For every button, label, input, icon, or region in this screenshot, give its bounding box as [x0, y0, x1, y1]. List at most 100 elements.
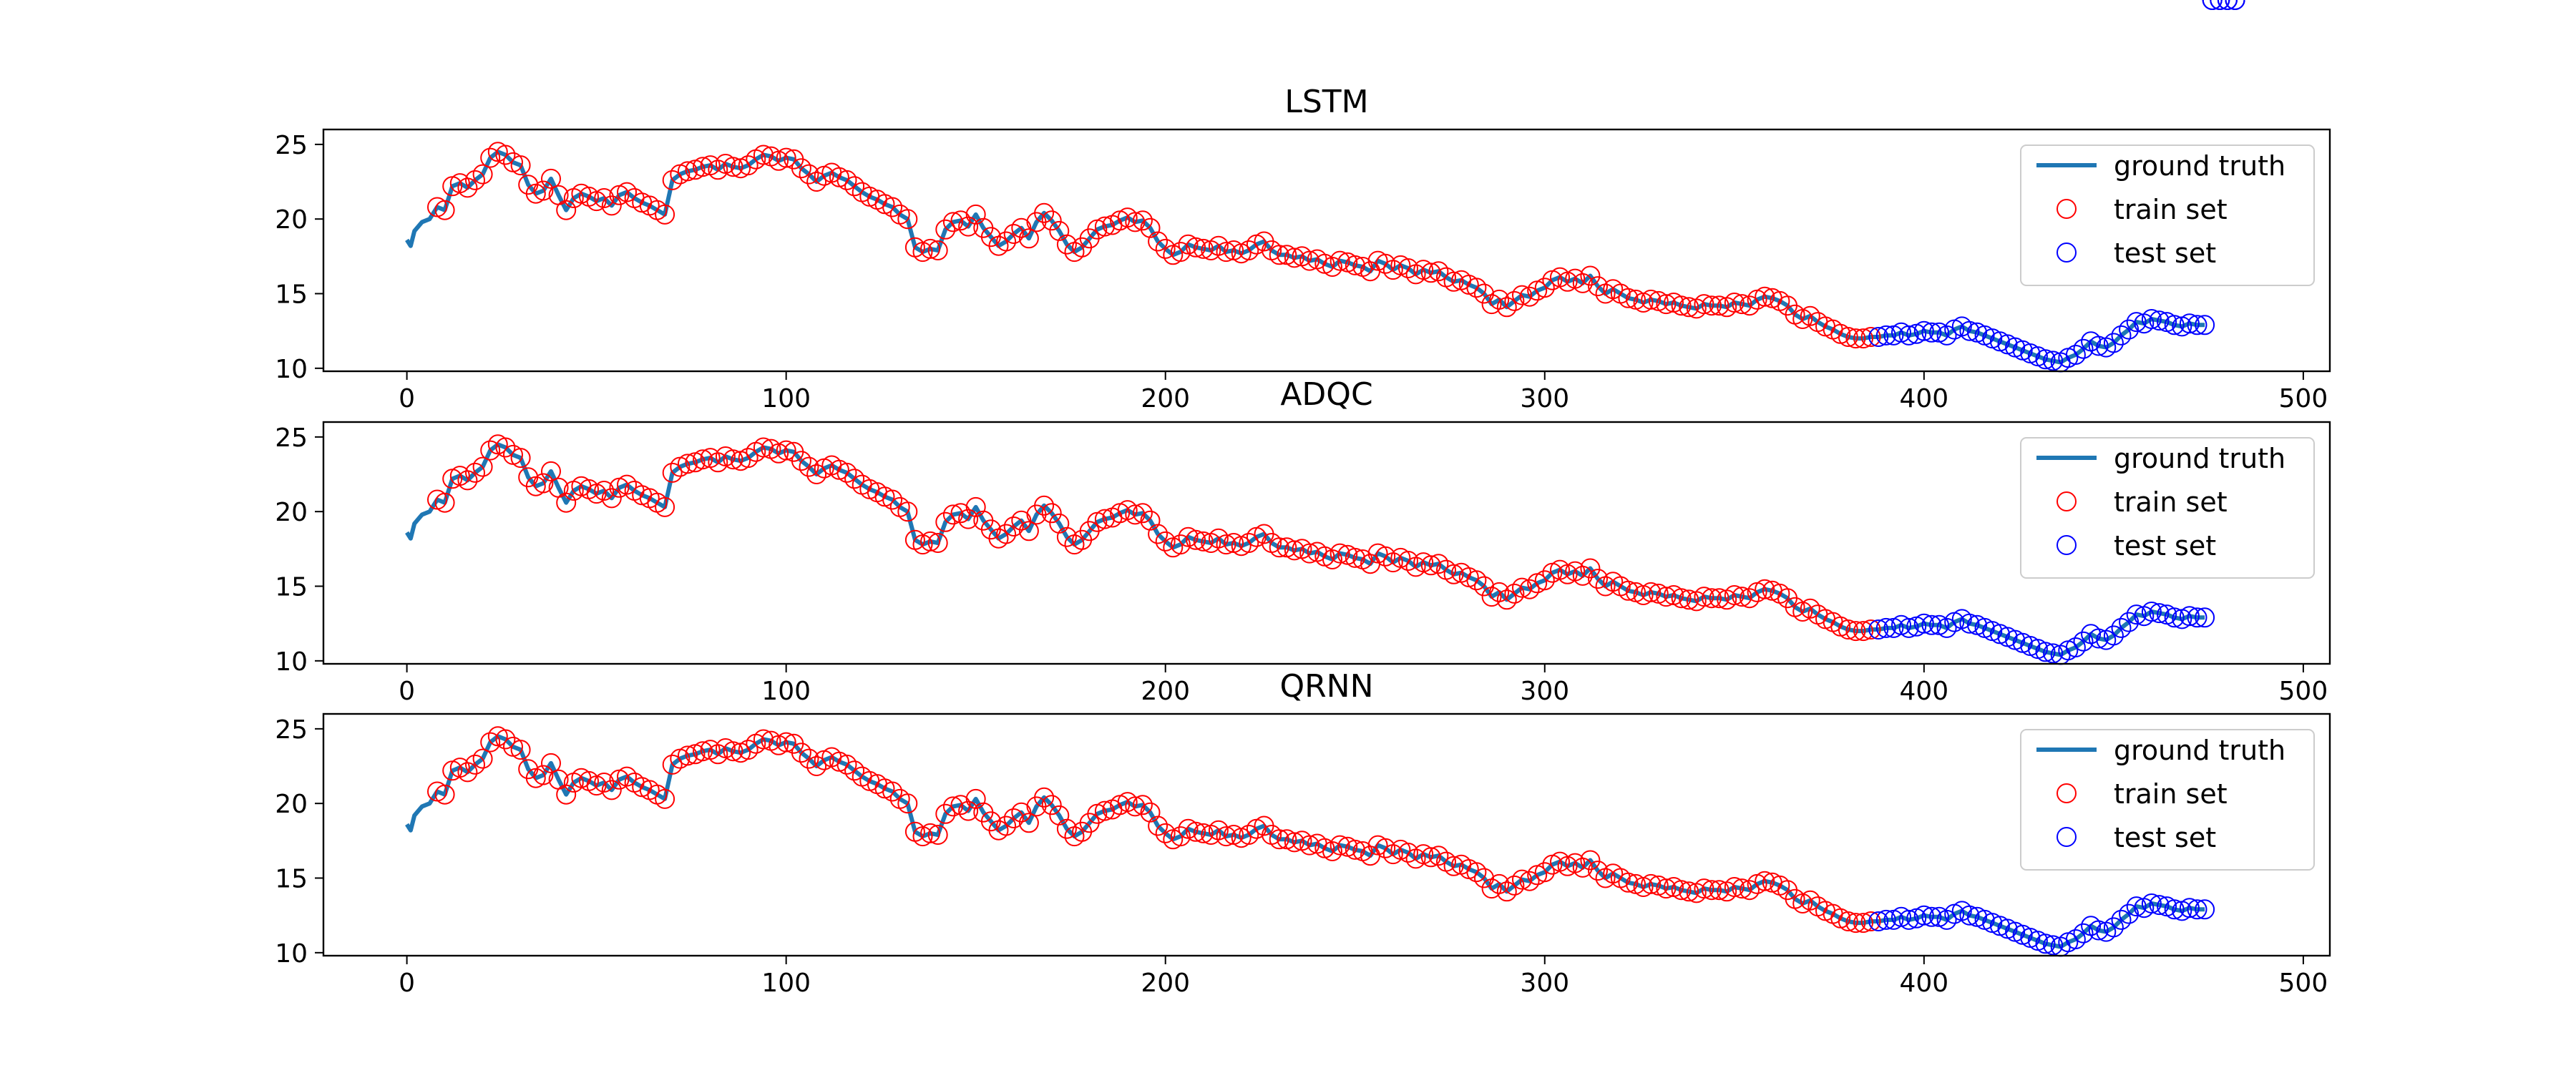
- legend-train-swatch: [2057, 491, 2077, 511]
- train-point: [1800, 305, 1820, 326]
- train-point: [533, 180, 554, 201]
- train-point: [1641, 582, 1662, 602]
- train-point: [1345, 839, 1365, 860]
- train-point: [1656, 878, 1677, 899]
- train-set-markers: [427, 434, 1881, 642]
- train-point: [1398, 551, 1418, 571]
- x-tick-label: 200: [1141, 677, 1190, 706]
- y-tick-label: 20: [275, 790, 308, 819]
- x-tick-label: 500: [2279, 969, 2328, 998]
- train-point: [1504, 290, 1525, 311]
- x-tick-label: 100: [761, 969, 811, 998]
- train-point: [655, 496, 675, 517]
- legend-train-swatch: [2057, 199, 2077, 219]
- train-point: [708, 160, 728, 180]
- train-point: [935, 803, 956, 824]
- train-point: [1269, 537, 1289, 558]
- train-point: [1724, 585, 1745, 605]
- train-point: [897, 209, 918, 230]
- train-point: [844, 176, 865, 197]
- subplot-title: LSTM: [1284, 84, 1368, 120]
- train-point: [1853, 621, 1873, 642]
- train-point: [753, 144, 774, 165]
- legend-label: ground truth: [2114, 443, 2285, 474]
- train-point: [1193, 238, 1214, 259]
- train-point: [723, 741, 743, 762]
- test-point: [2043, 643, 2064, 664]
- train-point: [1216, 826, 1236, 847]
- x-tick-label: 300: [1520, 677, 1569, 706]
- train-point: [1519, 286, 1540, 307]
- test-point: [2126, 312, 2147, 333]
- train-point: [1284, 540, 1304, 561]
- train-point: [1496, 589, 1517, 610]
- train-point: [1702, 295, 1722, 316]
- train-point: [1125, 212, 1146, 232]
- train-point: [510, 740, 531, 760]
- train-point: [958, 509, 979, 529]
- train-point: [799, 748, 819, 769]
- train-point: [1003, 224, 1024, 244]
- train-point: [1208, 820, 1229, 841]
- train-point: [1504, 875, 1525, 896]
- train-point: [1345, 255, 1365, 275]
- train-point: [1489, 289, 1510, 310]
- y-tick-label: 25: [275, 423, 308, 453]
- axes-frame: [322, 712, 2331, 957]
- test-point: [1936, 909, 1957, 930]
- legend-box: [2020, 729, 2315, 871]
- train-point: [1860, 327, 1881, 347]
- train-point: [1838, 911, 1858, 931]
- train-point: [1838, 619, 1858, 640]
- train-point: [1588, 569, 1608, 589]
- train-point: [753, 437, 774, 458]
- x-tick-label: 200: [1141, 384, 1190, 413]
- train-point: [1018, 228, 1039, 249]
- test-point: [1875, 325, 1896, 346]
- train-point: [1011, 510, 1032, 531]
- train-point: [776, 732, 796, 753]
- train-point: [1018, 813, 1039, 833]
- test-point: [2149, 310, 2170, 331]
- train-point: [1709, 295, 1729, 316]
- train-point: [510, 155, 531, 176]
- train-point: [1193, 823, 1214, 843]
- y-tick-label: 10: [275, 355, 308, 384]
- train-point: [723, 449, 743, 470]
- train-point: [1618, 872, 1639, 893]
- train-point: [533, 473, 554, 494]
- train-point: [950, 795, 971, 815]
- train-point: [1724, 877, 1745, 897]
- train-point: [942, 504, 963, 525]
- subplot-title: QRNN: [1279, 668, 1373, 705]
- train-point: [1732, 294, 1752, 315]
- train-point: [791, 158, 811, 179]
- train-point: [753, 729, 774, 750]
- legend-test-swatch: [2057, 242, 2077, 263]
- test-point: [2195, 315, 2215, 335]
- legend-label: test set: [2114, 822, 2216, 853]
- train-point: [1732, 878, 1752, 899]
- test-point: [2119, 612, 2140, 632]
- train-point: [799, 456, 819, 477]
- train-point: [495, 144, 516, 165]
- train-point: [776, 440, 796, 461]
- train-point: [1702, 588, 1722, 609]
- test-point: [2126, 896, 2147, 917]
- test-point: [2073, 338, 2094, 359]
- train-point: [1011, 217, 1032, 238]
- train-point: [1732, 587, 1752, 607]
- test-point: [1921, 614, 1942, 635]
- train-point: [465, 754, 485, 775]
- train-point: [836, 754, 857, 775]
- train-point: [1860, 911, 1881, 931]
- train-point: [1330, 543, 1350, 564]
- test-point: [2065, 929, 2086, 949]
- train-point: [1193, 531, 1214, 552]
- test-point: [2065, 637, 2086, 657]
- train-point: [1345, 547, 1365, 568]
- train-point: [1420, 847, 1441, 868]
- train-point: [556, 784, 577, 805]
